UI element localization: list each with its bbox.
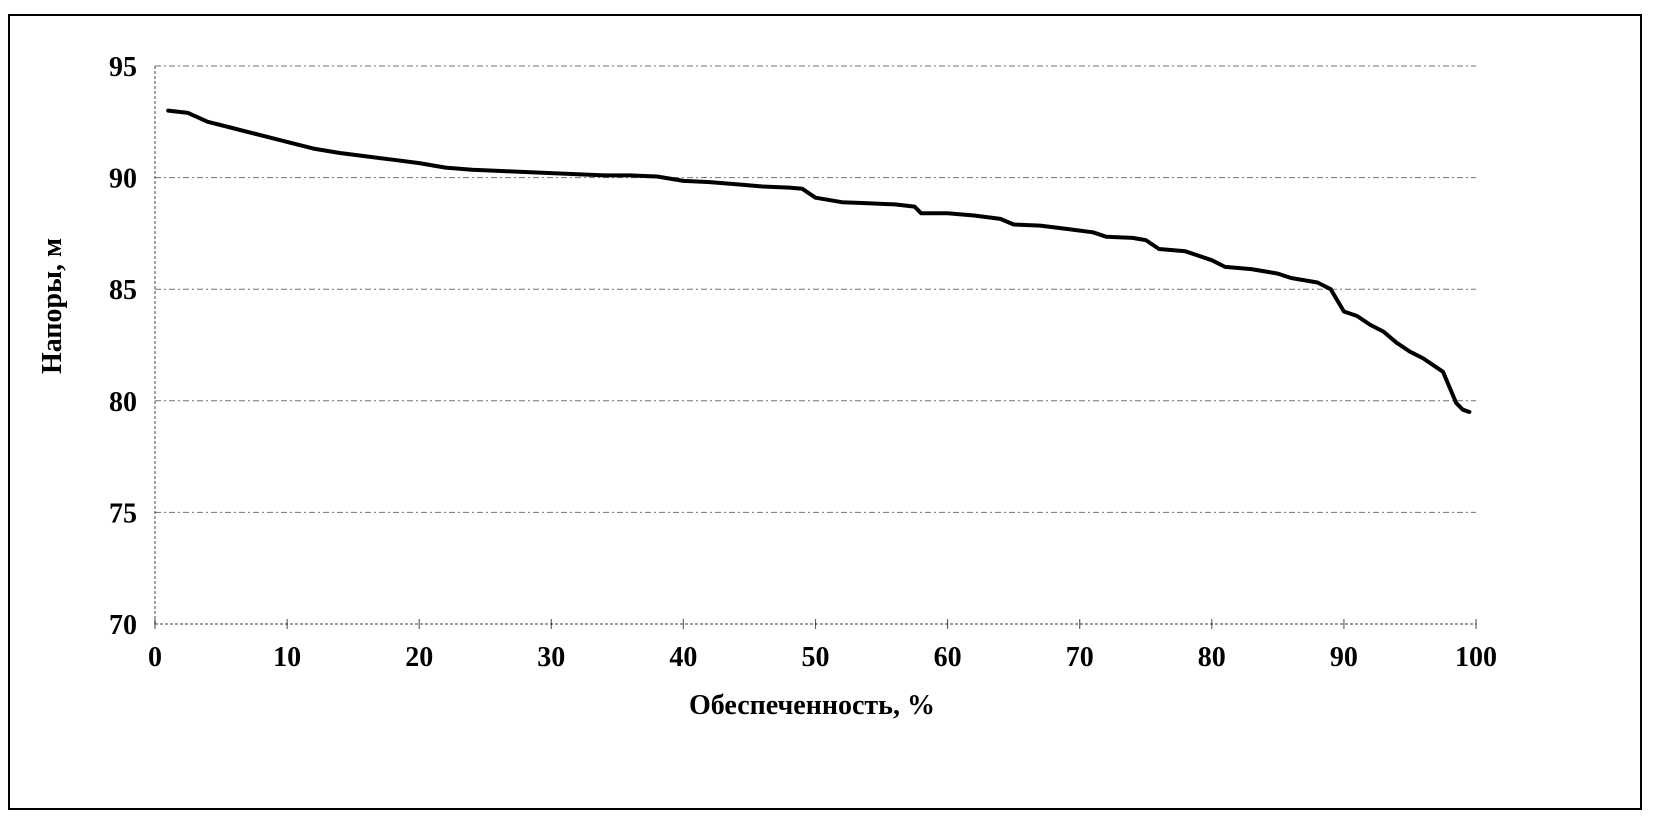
y-tick-label-75: 75 bbox=[109, 498, 137, 529]
y-tick-label-90: 90 bbox=[109, 164, 137, 195]
x-tick-label-90: 90 bbox=[1330, 642, 1358, 673]
x-tick-label-30: 30 bbox=[537, 642, 565, 673]
series bbox=[166, 108, 1472, 414]
y-axis-title: Напоры, м bbox=[37, 238, 68, 374]
y-tick-label-95: 95 bbox=[109, 52, 137, 83]
x-tick-label-0: 0 bbox=[148, 642, 162, 673]
series-line-0 bbox=[166, 108, 1472, 414]
y-tick-label-70: 70 bbox=[109, 610, 137, 641]
y-tick-label-80: 80 bbox=[109, 387, 137, 418]
x-tick-label-20: 20 bbox=[405, 642, 433, 673]
y-tick-label-85: 85 bbox=[109, 275, 137, 306]
chart-frame: 70 75 80 85 90 95 0 10 20 30 40 50 60 70 80 90 100 Обес… bbox=[8, 14, 1642, 810]
y-tick-labels: 70 75 80 85 90 95 bbox=[109, 52, 137, 641]
x-tick-labels: 0 10 20 30 40 50 60 70 80 90 100 bbox=[148, 642, 1497, 673]
x-tick-label-50: 50 bbox=[802, 642, 830, 673]
line-chart: 70 75 80 85 90 95 0 10 20 30 40 50 60 70 80 90 100 Обес… bbox=[37, 52, 1497, 721]
x-tick-label-10: 10 bbox=[273, 642, 301, 673]
x-tick-label-60: 60 bbox=[934, 642, 962, 673]
gridlines bbox=[155, 65, 1476, 513]
x-tick-label-70: 70 bbox=[1066, 642, 1094, 673]
x-tick-label-100: 100 bbox=[1455, 642, 1497, 673]
x-axis-title: Обеспеченность, % bbox=[689, 690, 935, 721]
axes bbox=[154, 66, 1477, 629]
x-tick-label-80: 80 bbox=[1198, 642, 1226, 673]
x-tick-label-40: 40 bbox=[669, 642, 697, 673]
